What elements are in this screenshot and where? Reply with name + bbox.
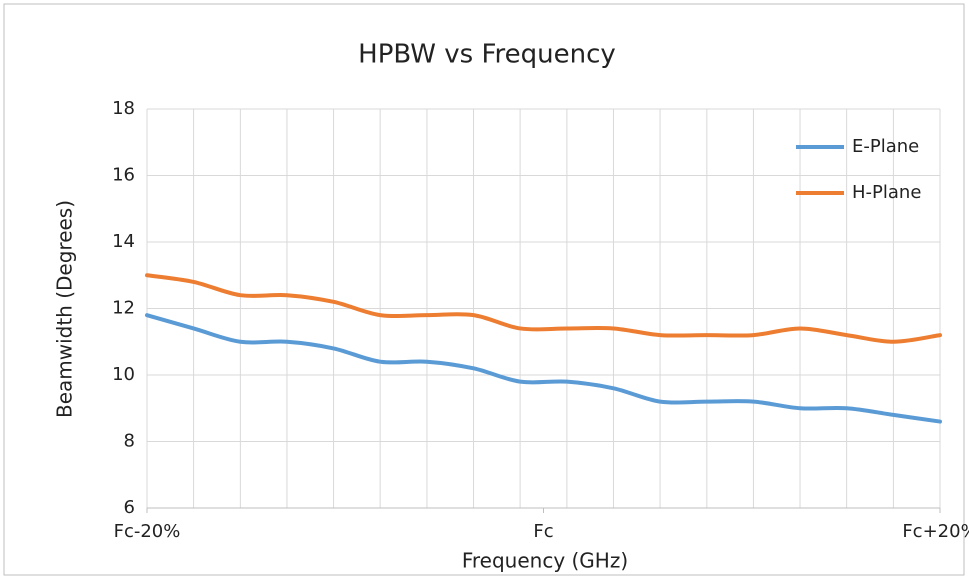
- line-series: [145, 313, 942, 424]
- y-tick-label: 10: [112, 364, 135, 385]
- y-axis-label: Beamwidth (Degrees): [53, 200, 77, 418]
- legend-label: H-Plane: [852, 182, 921, 203]
- y-tick-label: 8: [124, 431, 135, 452]
- y-tick-label: 18: [112, 98, 135, 119]
- legend-label: E-Plane: [852, 136, 919, 157]
- x-tick-label: Fc+20%: [902, 521, 969, 542]
- x-tick-label: Fc-20%: [114, 521, 181, 542]
- y-tick-label: 6: [124, 497, 135, 518]
- x-axis-label: Frequency (GHz): [462, 549, 628, 573]
- line-series: [145, 273, 942, 344]
- y-tick-label: 16: [112, 165, 135, 186]
- chart-title: HPBW vs Frequency: [358, 40, 616, 70]
- x-tick-label: Fc: [533, 521, 553, 542]
- chart-frame: [3, 3, 965, 576]
- y-tick-label: 12: [112, 298, 135, 319]
- y-tick-label: 14: [112, 231, 135, 252]
